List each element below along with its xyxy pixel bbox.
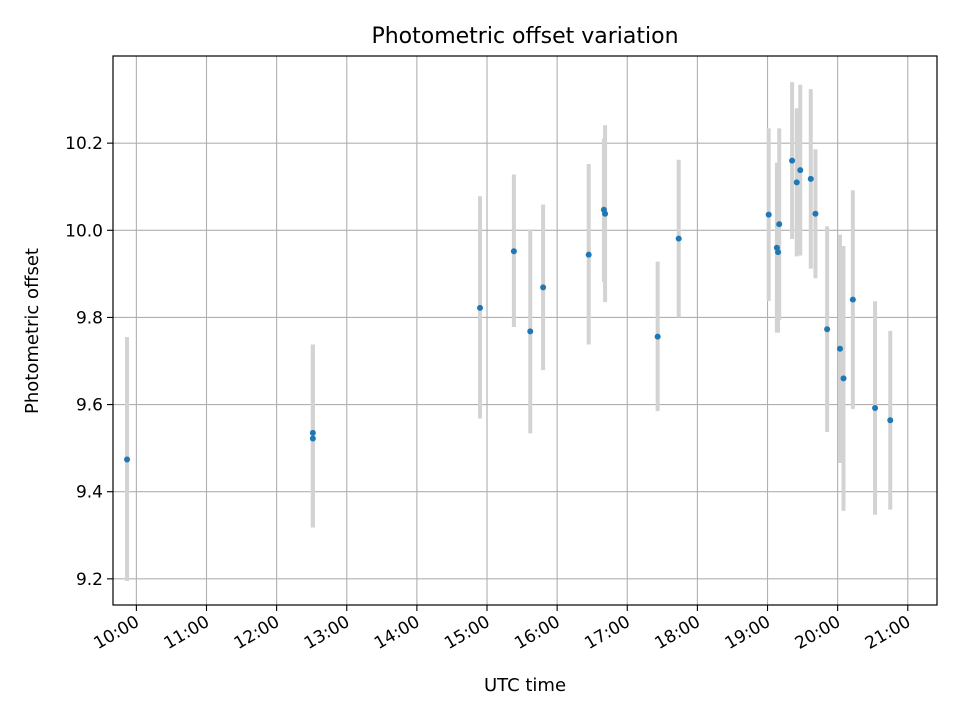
data-point [510, 248, 517, 255]
grid-lines [113, 56, 937, 605]
data-point [807, 175, 814, 182]
data-point [654, 333, 661, 340]
x-tick-label: 17:00 [581, 612, 633, 654]
x-tick-label: 18:00 [651, 612, 703, 654]
data-point [309, 429, 316, 436]
x-tick-label: 15:00 [441, 612, 493, 654]
x-tick-label: 16:00 [511, 612, 563, 654]
y-tick-label: 9.8 [76, 308, 103, 328]
data-point [775, 249, 782, 256]
data-points [124, 157, 894, 463]
x-axis-label: UTC time [484, 675, 566, 696]
data-point [793, 179, 800, 186]
data-point [309, 435, 316, 442]
data-point [527, 328, 534, 335]
x-tick-label: 11:00 [161, 612, 213, 654]
y-axis-label: Photometric offset [22, 248, 43, 414]
x-tick-label: 12:00 [231, 612, 283, 654]
data-point [872, 405, 879, 412]
y-tick-label: 9.2 [76, 570, 103, 590]
data-point [477, 304, 484, 311]
x-tick-label: 13:00 [301, 612, 353, 654]
x-tick-label: 19:00 [722, 612, 774, 654]
y-axis-ticks: 9.2 9.4 9.6 9.8 10.0 10.2 [65, 134, 113, 590]
x-axis-ticks: 10:00 11:00 12:00 13:00 14:00 15:00 16:00 17:00… [90, 605, 914, 654]
x-tick-label: 20:00 [792, 612, 844, 654]
data-point [540, 284, 547, 291]
data-point [849, 296, 856, 303]
y-tick-label: 10.2 [65, 134, 103, 154]
y-tick-label: 9.4 [76, 483, 103, 503]
data-point [675, 235, 682, 242]
data-point [840, 375, 847, 382]
data-point [824, 326, 831, 333]
data-point [124, 456, 131, 463]
data-point [836, 345, 843, 352]
x-tick-label: 10:00 [90, 612, 142, 654]
plot-frame [112, 55, 938, 606]
data-point [585, 251, 592, 258]
x-tick-label: 21:00 [862, 612, 914, 654]
data-point [789, 157, 796, 164]
data-point [812, 210, 819, 217]
y-tick-label: 9.6 [76, 396, 103, 416]
chart-title: Photometric offset variation [371, 24, 678, 49]
data-point [602, 210, 609, 217]
y-tick-label: 10.0 [65, 221, 103, 241]
data-point [797, 167, 804, 174]
data-point [765, 211, 772, 218]
data-point [776, 221, 783, 228]
data-point [887, 417, 894, 424]
error-bars [125, 82, 893, 582]
x-tick-label: 14:00 [371, 612, 423, 654]
